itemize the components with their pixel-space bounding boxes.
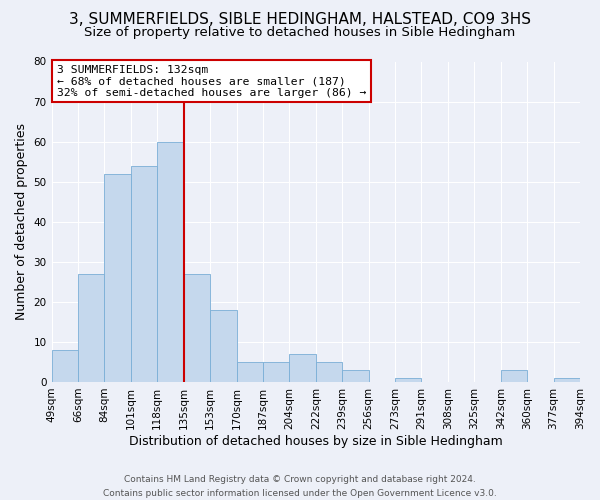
Bar [395,378,421,382]
Bar [104,174,131,382]
Bar [236,362,263,382]
Bar [316,362,342,382]
Text: Size of property relative to detached houses in Sible Hedingham: Size of property relative to detached ho… [85,26,515,39]
Bar [157,142,184,382]
Bar [131,166,157,382]
Bar [78,274,104,382]
Bar [342,370,368,382]
Y-axis label: Number of detached properties: Number of detached properties [15,123,28,320]
Text: Contains HM Land Registry data © Crown copyright and database right 2024.
Contai: Contains HM Land Registry data © Crown c… [103,476,497,498]
Bar [554,378,580,382]
Bar [289,354,316,382]
Bar [501,370,527,382]
Bar [263,362,289,382]
Bar [52,350,78,382]
Text: 3, SUMMERFIELDS, SIBLE HEDINGHAM, HALSTEAD, CO9 3HS: 3, SUMMERFIELDS, SIBLE HEDINGHAM, HALSTE… [69,12,531,28]
X-axis label: Distribution of detached houses by size in Sible Hedingham: Distribution of detached houses by size … [129,434,503,448]
Text: 3 SUMMERFIELDS: 132sqm
← 68% of detached houses are smaller (187)
32% of semi-de: 3 SUMMERFIELDS: 132sqm ← 68% of detached… [57,64,366,98]
Bar [210,310,236,382]
Bar [184,274,210,382]
